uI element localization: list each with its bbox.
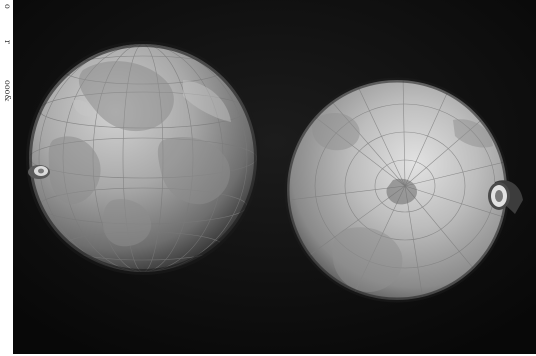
- margin-text-fragment: ooo&: [3, 80, 12, 102]
- right-globe: [284, 77, 523, 303]
- margin-text-fragment: o: [3, 4, 12, 9]
- left-globe: [26, 41, 260, 275]
- right-globe-mount: [488, 180, 523, 214]
- globes-photograph: [13, 0, 536, 354]
- left-globe-mount: [28, 165, 50, 179]
- page-margin: o r ooo&: [0, 0, 13, 356]
- margin-text-fragment: r: [3, 40, 12, 44]
- globes-illustration: [13, 0, 536, 354]
